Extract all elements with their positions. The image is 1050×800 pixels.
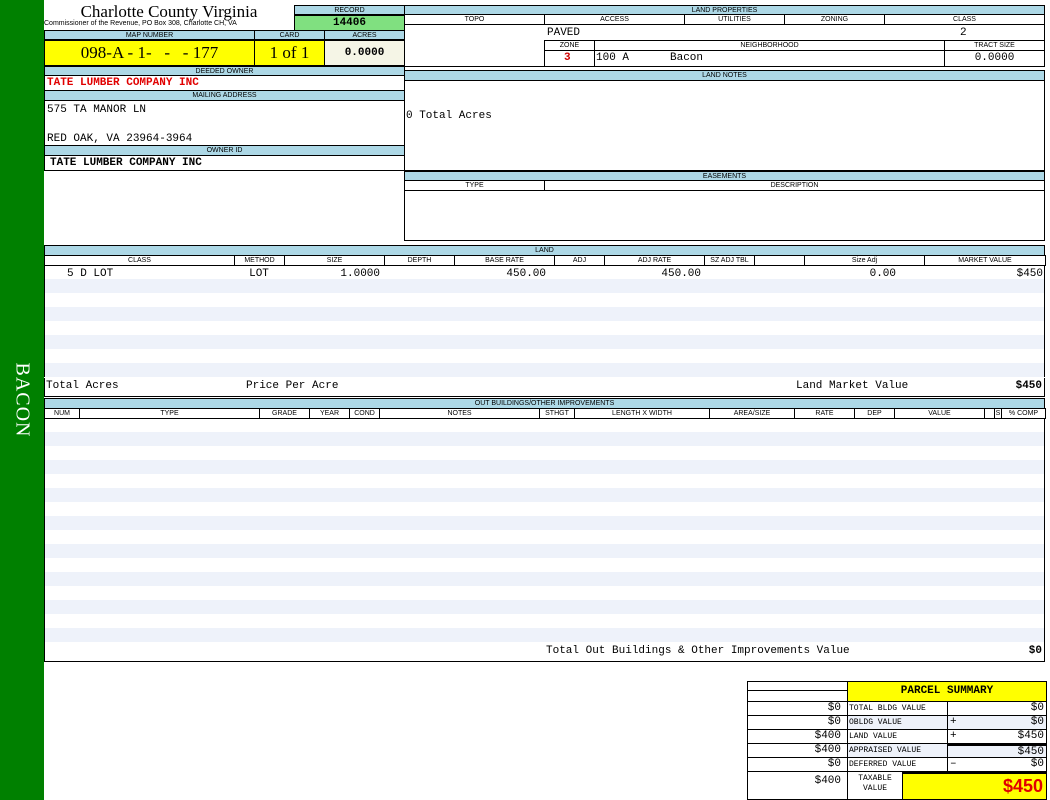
land-row — [44, 293, 1045, 307]
acres-label: ACRES — [324, 30, 405, 40]
outbuildings-row — [44, 432, 1045, 446]
mailing-address: 575 TA MANOR LN RED OAK, VA 23964-3964 — [44, 100, 405, 146]
land-row — [44, 321, 1045, 335]
land-size: 1.0000 — [340, 268, 380, 280]
summary-value: $0 — [1030, 702, 1044, 714]
outbuildings-total: $0 — [1028, 645, 1042, 657]
land-notes-text: 0 Total Acres — [406, 110, 492, 122]
taxable-value: $450 — [902, 771, 1047, 800]
outbuildings-row — [44, 600, 1045, 614]
class-value: 2 — [960, 27, 967, 39]
summary-prior-value: $400 — [747, 729, 848, 744]
outbuildings-row — [44, 614, 1045, 628]
price-per-acre-label: Price Per Acre — [246, 380, 339, 392]
taxable-label: TAXABLE VALUE — [847, 771, 903, 800]
outbuildings-row — [44, 418, 1045, 432]
outbuildings-row — [44, 530, 1045, 544]
land-method: LOT — [249, 268, 269, 280]
total-acres-label: Total Acres — [46, 380, 119, 392]
summary-operator: – — [950, 758, 957, 770]
map-number-label: MAP NUMBER — [44, 30, 255, 40]
land-market-value-total: $450 — [1015, 380, 1042, 392]
outbuildings-row — [44, 586, 1045, 600]
summary-prior-value: $0 — [747, 701, 848, 716]
outbuildings-col-header: % COMP — [1001, 408, 1046, 419]
summary-value: $450 — [1017, 746, 1044, 758]
summary-value-cell: $450 — [947, 743, 1047, 758]
land-market-value-label: Land Market Value — [796, 380, 909, 392]
land-size-adj: 0.00 — [869, 268, 896, 280]
summary-label: LAND VALUE — [847, 729, 948, 744]
outbuildings-row — [44, 474, 1045, 488]
summary-value: $450 — [1017, 730, 1044, 742]
summary-operator: + — [950, 730, 957, 742]
easements-body — [404, 190, 1045, 241]
card-number: 1 of 1 — [254, 40, 325, 66]
card-label: CARD — [254, 30, 325, 40]
land-row — [44, 349, 1045, 363]
summary-prior-value: $0 — [747, 715, 848, 730]
land-row — [44, 307, 1045, 321]
outbuildings-row — [44, 544, 1045, 558]
summary-value-cell: + $450 — [947, 729, 1047, 744]
parcel-summary-title: PARCEL SUMMARY — [847, 681, 1047, 702]
address-line-1: 575 TA MANOR LN — [47, 104, 147, 116]
land-row — [44, 265, 1045, 279]
outbuildings-row — [44, 516, 1045, 530]
summary-label: TOTAL BLDG VALUE — [847, 701, 948, 716]
outbuildings-row — [44, 558, 1045, 572]
land-market-value: $450 — [1016, 268, 1043, 280]
access-value: PAVED — [547, 27, 581, 39]
page-subtitle: Commissioner of the Revenue, PO Box 308,… — [44, 20, 237, 27]
land-row — [44, 363, 1045, 377]
sidebar: BACON — [0, 0, 44, 800]
outbuildings-total-label: Total Out Buildings & Other Improvements… — [546, 645, 850, 657]
summary-value-cell: + $0 — [947, 715, 1047, 730]
outbuildings-row — [44, 488, 1045, 502]
deeded-owner: TATE LUMBER COMPANY INC — [44, 75, 405, 91]
summary-operator: + — [950, 716, 957, 728]
land-base-rate: 450.00 — [506, 268, 546, 280]
owner-id: TATE LUMBER COMPANY INC — [44, 155, 405, 171]
outbuildings-row — [44, 628, 1045, 642]
outbuildings-row — [44, 446, 1045, 460]
map-number: 098-A - 1- - - 177 — [44, 40, 255, 66]
summary-value-cell: $0 — [947, 701, 1047, 716]
summary-label: DEFERRED VALUE — [847, 757, 948, 772]
land-notes: 0 Total Acres — [404, 80, 1045, 171]
record-label: RECORD — [294, 5, 405, 15]
class-label: CLASS — [884, 14, 1045, 25]
land-col-header: MARKET VALUE — [924, 255, 1046, 266]
land-class: 5 D LOT — [67, 268, 114, 280]
zone-value: 3 — [564, 52, 571, 64]
summary-prior-value: $0 — [747, 757, 848, 772]
page-title: Charlotte County Virginia — [80, 2, 258, 21]
summary-value: $0 — [1030, 716, 1044, 728]
summary-label: OBLDG VALUE — [847, 715, 948, 730]
acres-value: 0.0000 — [324, 40, 405, 66]
summary-prior-value: $400 — [747, 743, 848, 758]
summary-label: APPRAISED VALUE — [847, 743, 948, 758]
outbuildings-row — [44, 572, 1045, 586]
land-adj-rate: 450.00 — [661, 268, 701, 280]
neighborhood-code: 100 A — [596, 52, 630, 64]
sidebar-label: BACON — [11, 362, 34, 438]
land-row — [44, 335, 1045, 349]
outbuildings-row — [44, 460, 1045, 474]
address-line-2: RED OAK, VA 23964-3964 — [47, 133, 193, 145]
land-row — [44, 279, 1045, 293]
outbuildings-row — [44, 502, 1045, 516]
tract-size-value: 0.0000 — [974, 52, 1015, 64]
neighborhood-name: Bacon — [670, 52, 704, 64]
record-number: 14406 — [294, 15, 405, 31]
summary-value-cell: – $0 — [947, 757, 1047, 772]
taxable-prior: $400 — [747, 771, 848, 800]
summary-value: $0 — [1030, 758, 1044, 770]
